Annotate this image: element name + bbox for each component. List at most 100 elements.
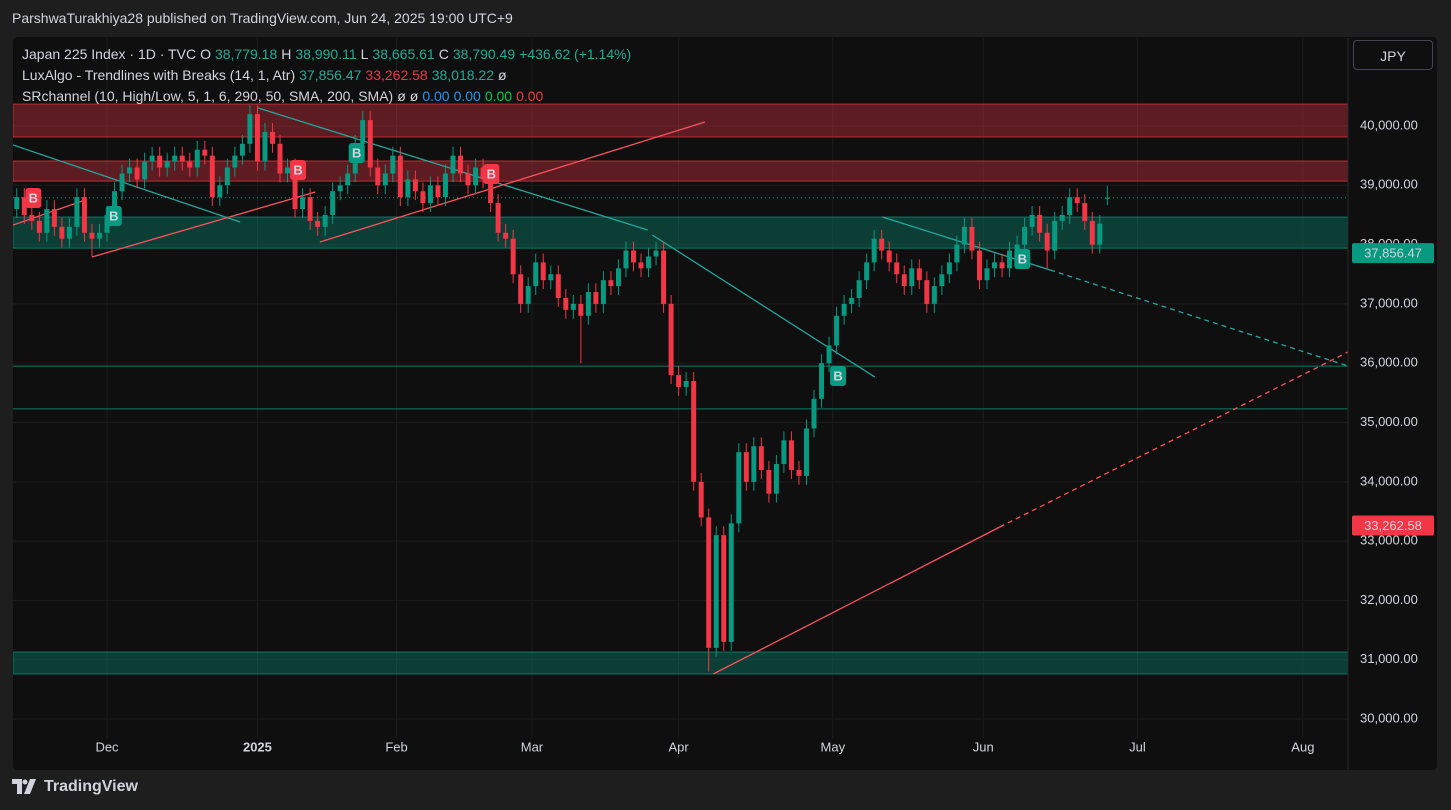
candle-body [269, 131, 275, 144]
candle-body [427, 185, 433, 204]
candle-body [886, 250, 892, 263]
candle-body [1037, 214, 1043, 233]
legend-item: +436.62 (+1.14%) [519, 46, 632, 62]
candle-body [232, 155, 238, 168]
legend-item: 38,779.18 [214, 46, 278, 62]
break-marker-label: B [109, 208, 118, 223]
footer: TradingView [12, 778, 138, 796]
trendline [999, 351, 1348, 528]
candle-body [194, 149, 200, 168]
legend-item: 38,018.22 [431, 67, 495, 83]
candle-body [585, 292, 591, 316]
candle-body [254, 114, 260, 162]
price-label: 37,856.47 [1364, 246, 1422, 261]
candle-body [646, 256, 652, 269]
sr-zone [13, 651, 1348, 675]
candle-body [984, 268, 990, 281]
candle-body [345, 173, 351, 186]
trendline [91, 191, 316, 258]
x-tick-label: Jul [1129, 739, 1146, 754]
candle-body [728, 523, 734, 642]
currency-button[interactable]: JPY [1353, 40, 1433, 70]
price-label-box [1352, 515, 1434, 536]
candle-body [172, 155, 178, 162]
candle-body [969, 226, 975, 251]
candle-body [992, 262, 998, 269]
candle-body [909, 268, 915, 287]
candle-body [683, 381, 689, 387]
candle-body [834, 315, 840, 346]
candle-body [44, 209, 50, 233]
candle-body [1007, 250, 1013, 269]
candle-body [397, 155, 403, 198]
candle-body [1104, 197, 1110, 199]
candle-body [698, 481, 704, 518]
candle-body [480, 167, 486, 180]
x-tick-label: May [821, 739, 846, 754]
candle-body [518, 274, 524, 304]
candle-body [322, 214, 328, 227]
break-marker-label: B [833, 368, 842, 383]
candle-body [706, 517, 712, 648]
candle-body [525, 286, 531, 304]
candle-body [89, 232, 95, 239]
candle-body [51, 209, 57, 227]
candle-body [721, 535, 727, 642]
break-marker [25, 187, 42, 208]
x-tick-label: Aug [1291, 739, 1314, 754]
candle-body [1059, 214, 1065, 221]
candle-body [630, 250, 636, 263]
plot-area: B B B B B B B [13, 38, 1348, 738]
trendline [651, 234, 876, 378]
candle-body [239, 143, 245, 156]
candle-body [676, 375, 682, 387]
candle-body [277, 143, 283, 174]
candle-body [548, 274, 554, 281]
candle-body [871, 238, 877, 263]
legend-row: LuxAlgo - Trendlines with Breaks (14, 1,… [22, 65, 635, 86]
candle-body [36, 220, 42, 233]
x-tick-label: Dec [95, 739, 119, 754]
legend-item: O [200, 46, 211, 62]
price-label-box [1352, 243, 1434, 264]
candle-body [292, 167, 298, 210]
candle-body [1022, 226, 1028, 245]
candle-body [435, 185, 441, 198]
candle-body [1029, 214, 1035, 227]
candle-body [262, 131, 268, 162]
y-tick-label: 34,000.00 [1360, 473, 1418, 488]
legend-item: 38,665.61 [372, 46, 435, 62]
break-marker-label: B [487, 166, 496, 181]
candle-body [442, 173, 448, 198]
candle-body [1052, 220, 1058, 251]
candle-body [127, 167, 133, 174]
candle-body [96, 232, 102, 239]
x-tick-label: Mar [521, 739, 544, 754]
x-tick-label: Jun [973, 739, 994, 754]
break-marker [348, 142, 365, 163]
y-tick-label: 37,000.00 [1360, 295, 1418, 310]
candle-body [285, 167, 291, 174]
candle-body [224, 167, 230, 186]
legend-item: 0.00 [516, 88, 544, 104]
candle-body [954, 244, 960, 263]
candle-body [1067, 197, 1073, 215]
candle-body [766, 469, 772, 494]
candle-body [668, 303, 674, 376]
x-tick-label: Feb [385, 739, 407, 754]
y-tick-label: 32,000.00 [1360, 592, 1418, 607]
candle-body [894, 262, 900, 275]
trendline [712, 526, 1001, 675]
candle-body [367, 120, 373, 168]
break-marker-label: B [1018, 251, 1027, 266]
trendline [1049, 269, 1348, 367]
legend-item: 0.00 [484, 88, 513, 104]
candle-body [337, 185, 343, 192]
legend-item: 38,990.11 [295, 46, 357, 62]
candle-body [488, 179, 494, 204]
candle-body [473, 167, 479, 186]
candle-body [1082, 203, 1088, 221]
legend-item: 38,790.49 [452, 46, 516, 62]
break-marker-label: B [293, 162, 302, 177]
candle-body [600, 280, 606, 304]
